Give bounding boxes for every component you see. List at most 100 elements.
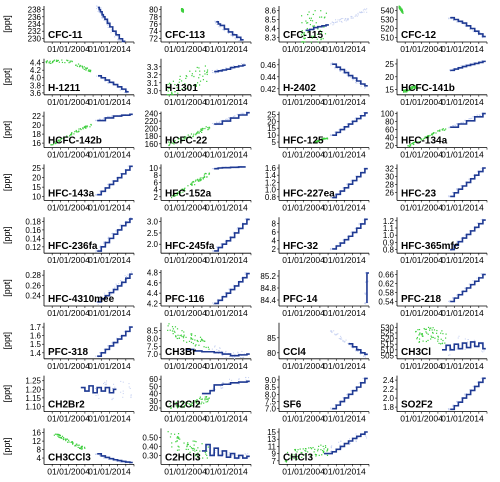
blue-data-point bbox=[342, 17, 344, 19]
green-data-point bbox=[178, 337, 180, 339]
green-data-point bbox=[79, 64, 81, 67]
green-data-point bbox=[290, 455, 292, 457]
green-data-point bbox=[318, 454, 320, 457]
panel-label: PFC-116 bbox=[165, 294, 205, 305]
blue-data-point bbox=[118, 40, 120, 42]
blue-data-point bbox=[216, 246, 218, 248]
x-tick-label: 01/01/2004 bbox=[282, 202, 325, 212]
green-data-point bbox=[326, 138, 328, 140]
blue-data-point bbox=[456, 21, 458, 23]
green-data-point bbox=[206, 80, 208, 82]
green-data-point bbox=[194, 454, 197, 457]
green-data-point bbox=[409, 89, 411, 91]
green-data-point bbox=[324, 33, 327, 35]
blue-data-point bbox=[366, 11, 368, 13]
y-tick-label: 1.20 bbox=[25, 385, 41, 394]
green-data-point bbox=[171, 330, 174, 332]
blue-data-point bbox=[359, 11, 361, 13]
blue-data-point bbox=[330, 446, 332, 448]
green-data-point bbox=[322, 452, 325, 454]
blue-data-point bbox=[241, 350, 243, 352]
green-data-point bbox=[75, 64, 77, 66]
green-data-point bbox=[186, 443, 189, 446]
blue-data-point bbox=[482, 351, 484, 353]
blue-data-point bbox=[469, 28, 471, 30]
y-tick-label: 234 bbox=[28, 20, 42, 29]
green-data-point bbox=[437, 335, 439, 337]
green-data-point bbox=[69, 60, 71, 62]
blue-data-point bbox=[353, 78, 355, 80]
blue-data-point bbox=[216, 68, 218, 70]
green-data-point bbox=[207, 126, 209, 129]
blue-data-point bbox=[214, 452, 216, 454]
green-data-point bbox=[422, 138, 424, 140]
y-tick-label: 1.1 bbox=[383, 224, 395, 233]
green-data-point bbox=[441, 342, 444, 344]
green-data-point bbox=[208, 128, 210, 130]
y-tick-label: 238 bbox=[28, 6, 42, 15]
blue-data-point bbox=[232, 357, 234, 359]
blue-data-point bbox=[107, 292, 109, 294]
green-data-point bbox=[174, 83, 176, 86]
blue-data-point bbox=[223, 453, 225, 455]
blue-data-point bbox=[237, 351, 239, 353]
y-tick-label: 85.2 bbox=[260, 272, 276, 281]
x-tick-label: 01/01/2004 bbox=[164, 97, 207, 107]
blue-data-point bbox=[100, 7, 102, 9]
blue-data-point bbox=[364, 303, 366, 305]
blue-data-point bbox=[243, 65, 245, 67]
blue-data-point bbox=[247, 453, 249, 455]
green-data-point bbox=[302, 41, 304, 43]
green-data-point bbox=[202, 75, 204, 77]
dark-blue-trend-line bbox=[97, 453, 133, 464]
blue-data-point bbox=[115, 230, 117, 232]
blue-data-point bbox=[351, 16, 353, 18]
green-data-point bbox=[425, 331, 427, 333]
green-data-point bbox=[177, 334, 179, 336]
blue-data-point bbox=[449, 69, 451, 71]
blue-data-point bbox=[448, 409, 450, 411]
green-data-point bbox=[186, 87, 188, 89]
green-data-point bbox=[312, 35, 315, 38]
blue-data-point bbox=[449, 350, 451, 352]
blue-data-point bbox=[99, 352, 101, 354]
green-data-point bbox=[207, 129, 209, 131]
x-tick-label: 01/01/2014 bbox=[88, 44, 131, 54]
blue-data-point bbox=[243, 353, 245, 355]
green-data-point bbox=[318, 139, 320, 142]
blue-data-point bbox=[457, 19, 459, 21]
blue-data-point bbox=[111, 180, 113, 182]
blue-data-point bbox=[244, 273, 246, 275]
dark-blue-trend-line bbox=[332, 167, 368, 199]
green-data-point bbox=[184, 190, 186, 192]
x-tick-label: 01/01/2014 bbox=[205, 44, 248, 54]
green-data-point bbox=[407, 145, 409, 147]
green-data-point bbox=[402, 11, 404, 13]
green-data-point bbox=[428, 136, 430, 138]
chart-panel: 01/01/200401/01/2014238236234232230[ppt]… bbox=[2, 5, 135, 54]
green-data-point bbox=[435, 132, 437, 134]
blue-data-point bbox=[358, 224, 360, 226]
y-tick-label: 16 bbox=[32, 139, 41, 148]
green-data-point bbox=[205, 401, 207, 403]
green-data-point bbox=[420, 138, 422, 140]
green-data-point bbox=[321, 16, 323, 18]
blue-data-point bbox=[358, 382, 360, 384]
green-data-point bbox=[169, 87, 171, 89]
green-data-point bbox=[438, 342, 440, 344]
y-tick-label: 8 bbox=[37, 446, 42, 455]
blue-data-point bbox=[214, 389, 216, 391]
green-data-point bbox=[315, 22, 317, 24]
blue-data-point bbox=[342, 187, 344, 189]
green-data-point bbox=[182, 8, 184, 11]
blue-data-point bbox=[472, 116, 474, 118]
green-data-point bbox=[187, 448, 189, 451]
green-data-point bbox=[71, 441, 74, 443]
green-data-point bbox=[200, 398, 202, 400]
green-data-point bbox=[201, 443, 203, 445]
green-data-point bbox=[69, 135, 71, 137]
green-data-point bbox=[205, 396, 207, 398]
green-data-point bbox=[84, 447, 86, 449]
